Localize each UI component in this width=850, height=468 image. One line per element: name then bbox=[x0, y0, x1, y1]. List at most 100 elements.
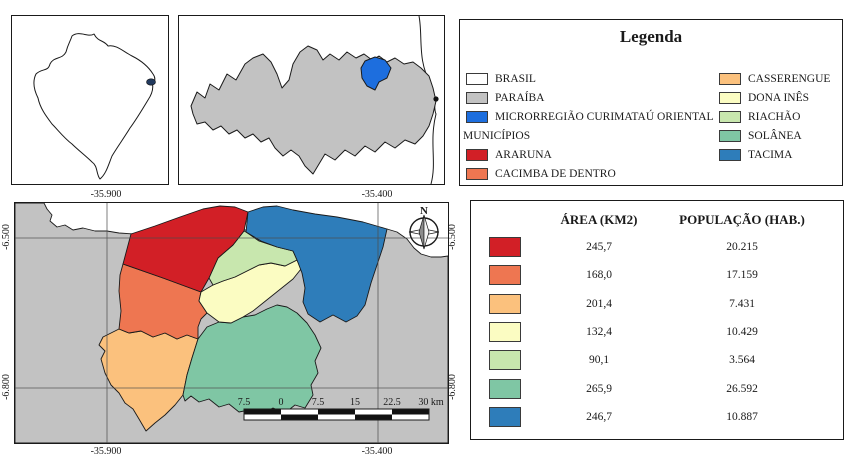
scale-bar: 7.5 0 7.5 15 22.5 30 km bbox=[238, 397, 444, 421]
legend-swatch-casserengue bbox=[719, 72, 741, 85]
legend-item-solanea: SOLÂNEA bbox=[719, 126, 839, 145]
scale-tick-2: 7.5 bbox=[312, 397, 325, 408]
legend-swatch-cacimba bbox=[466, 167, 488, 180]
coord-label-top-east: -35.400 bbox=[361, 189, 393, 200]
table-row: 245,7 20.215 bbox=[485, 233, 829, 261]
brazil-inset-map bbox=[11, 15, 169, 185]
legend-panel: Legenda BRASIL PARAÍBA MICRORREGIÃO CURI… bbox=[459, 19, 843, 186]
paraiba-state-shape bbox=[190, 45, 437, 175]
legend-swatch-tacima bbox=[719, 148, 741, 161]
north-arrow-right-blade bbox=[423, 214, 430, 250]
scale-tick-4: 22.5 bbox=[383, 397, 401, 408]
legend-swatch-brasil bbox=[466, 72, 488, 85]
paraiba-inset-svg bbox=[190, 16, 439, 184]
municipality-color-swatch bbox=[489, 350, 521, 371]
table-row: 168,0 17.159 bbox=[485, 261, 829, 289]
area-value: 168,0 bbox=[586, 269, 612, 282]
municipality-color-swatch bbox=[489, 237, 521, 258]
coord-label-bottom-east: -35.400 bbox=[361, 446, 393, 457]
graticule-lines bbox=[15, 203, 448, 443]
legend-title: Legenda bbox=[619, 27, 683, 46]
legend-item-microrregiao: MICRORREGIÃO CURIMATAÚ ORIENTAL bbox=[466, 107, 716, 126]
area-value: 246,7 bbox=[586, 410, 612, 423]
coastal-point-marker bbox=[433, 96, 439, 102]
table-row: 265,9 26.592 bbox=[485, 374, 829, 402]
coord-label-bottom-west: -35.900 bbox=[90, 446, 122, 457]
municipality-color-swatch bbox=[489, 293, 521, 314]
area-value: 265,9 bbox=[586, 382, 612, 395]
microregion-location-marker bbox=[146, 78, 156, 86]
table-row: 201,4 7.431 bbox=[485, 290, 829, 318]
legend-label: BRASIL bbox=[495, 72, 536, 85]
municipality-color-swatch bbox=[489, 378, 521, 399]
legend-column-right: CASSERENGUE DONA INÊS RIACHÃO SOLÂNEA TA… bbox=[719, 69, 839, 164]
legend-item-brasil: BRASIL bbox=[466, 69, 716, 88]
brazil-outline-svg bbox=[33, 33, 156, 180]
legend-label: PARAÍBA bbox=[495, 91, 545, 104]
population-value: 10.429 bbox=[726, 325, 758, 338]
coord-label-right-south: -6.800 bbox=[447, 374, 458, 400]
legend-item-tacima: TACIMA bbox=[719, 145, 839, 164]
main-map-svg: N 7.5 0 7.5 15 22.5 30 km bbox=[15, 203, 448, 443]
population-value: 7.431 bbox=[729, 297, 755, 310]
main-map: N 7.5 0 7.5 15 22.5 30 km bbox=[14, 202, 449, 444]
population-value: 17.159 bbox=[726, 269, 758, 282]
legend-label: ARARUNA bbox=[495, 148, 552, 161]
legend-swatch-riachao bbox=[719, 110, 741, 123]
legend-item-dona-ines: DONA INÊS bbox=[719, 88, 839, 107]
legend-swatch-dona-ines bbox=[719, 91, 741, 104]
table-row: 132,4 10.429 bbox=[485, 318, 829, 346]
legend-item-araruna: ARARUNA bbox=[466, 145, 716, 164]
legend-section-municipios: MUNICÍPIOS bbox=[463, 126, 716, 145]
area-value: 245,7 bbox=[586, 241, 612, 254]
paraiba-inset-map bbox=[178, 15, 445, 185]
municipality-solanea bbox=[182, 304, 322, 415]
table-row: 90,1 3.564 bbox=[485, 346, 829, 374]
legend-label: DONA INÊS bbox=[748, 91, 810, 104]
population-value: 20.215 bbox=[726, 241, 758, 254]
coord-label-left-south: -6.800 bbox=[1, 374, 12, 400]
legend-label: MICRORREGIÃO CURIMATAÚ ORIENTAL bbox=[495, 110, 714, 123]
municipality-tacima bbox=[245, 205, 388, 323]
area-value: 132,4 bbox=[586, 325, 612, 338]
coord-label-left-north: -6.500 bbox=[1, 224, 12, 250]
north-arrow-left-blade bbox=[418, 214, 425, 250]
table-header-area: ÁREA (KM2) bbox=[560, 212, 638, 227]
legend-swatch-solanea bbox=[719, 129, 741, 142]
legend-column-left: BRASIL PARAÍBA MICRORREGIÃO CURIMATAÚ OR… bbox=[463, 69, 716, 183]
legend-swatch-microrregiao bbox=[466, 110, 488, 123]
legend-section-label: MUNICÍPIOS bbox=[463, 129, 531, 142]
legend-item-casserengue: CASSERENGUE bbox=[719, 69, 839, 88]
legend-label: CASSERENGUE bbox=[748, 72, 831, 85]
legend-label: CACIMBA DE DENTRO bbox=[495, 167, 616, 180]
scale-tick-3: 15 bbox=[350, 397, 360, 408]
data-table: ÁREA (KM2) POPULAÇÃO (HAB.) 245,7 20.215… bbox=[470, 200, 844, 440]
brazil-outline bbox=[33, 33, 156, 180]
table-header-population: POPULAÇÃO (HAB.) bbox=[679, 212, 805, 227]
legend-label: TACIMA bbox=[748, 148, 793, 161]
scale-tick-5: 30 km bbox=[418, 397, 444, 408]
legend-label: SOLÂNEA bbox=[748, 129, 802, 142]
area-value: 201,4 bbox=[586, 297, 612, 310]
coord-label-top-west: -35.900 bbox=[90, 189, 122, 200]
table-row: 246,7 10.887 bbox=[485, 403, 829, 431]
legend-item-cacimba-de-dentro: CACIMBA DE DENTRO bbox=[466, 164, 716, 183]
legend-swatch-araruna bbox=[466, 148, 488, 161]
scale-tick-1: 0 bbox=[279, 397, 284, 408]
north-arrow: N bbox=[408, 205, 440, 250]
legend-label: RIACHÃO bbox=[748, 110, 801, 123]
legend-swatch-paraiba bbox=[466, 91, 488, 104]
table-header: ÁREA (KM2) POPULAÇÃO (HAB.) bbox=[485, 207, 829, 233]
population-value: 26.592 bbox=[726, 382, 758, 395]
legend-item-paraiba: PARAÍBA bbox=[466, 88, 716, 107]
municipality-color-swatch bbox=[489, 265, 521, 286]
municipality-araruna bbox=[122, 205, 249, 293]
microregion-highlight bbox=[360, 56, 392, 91]
municipality-color-swatch bbox=[489, 321, 521, 342]
scale-tick-0: 7.5 bbox=[238, 397, 251, 408]
coord-label-right-north: -6.500 bbox=[447, 224, 458, 250]
legend-item-riachao: RIACHÃO bbox=[719, 107, 839, 126]
north-label: N bbox=[420, 205, 428, 217]
municipality-color-swatch bbox=[489, 406, 521, 427]
